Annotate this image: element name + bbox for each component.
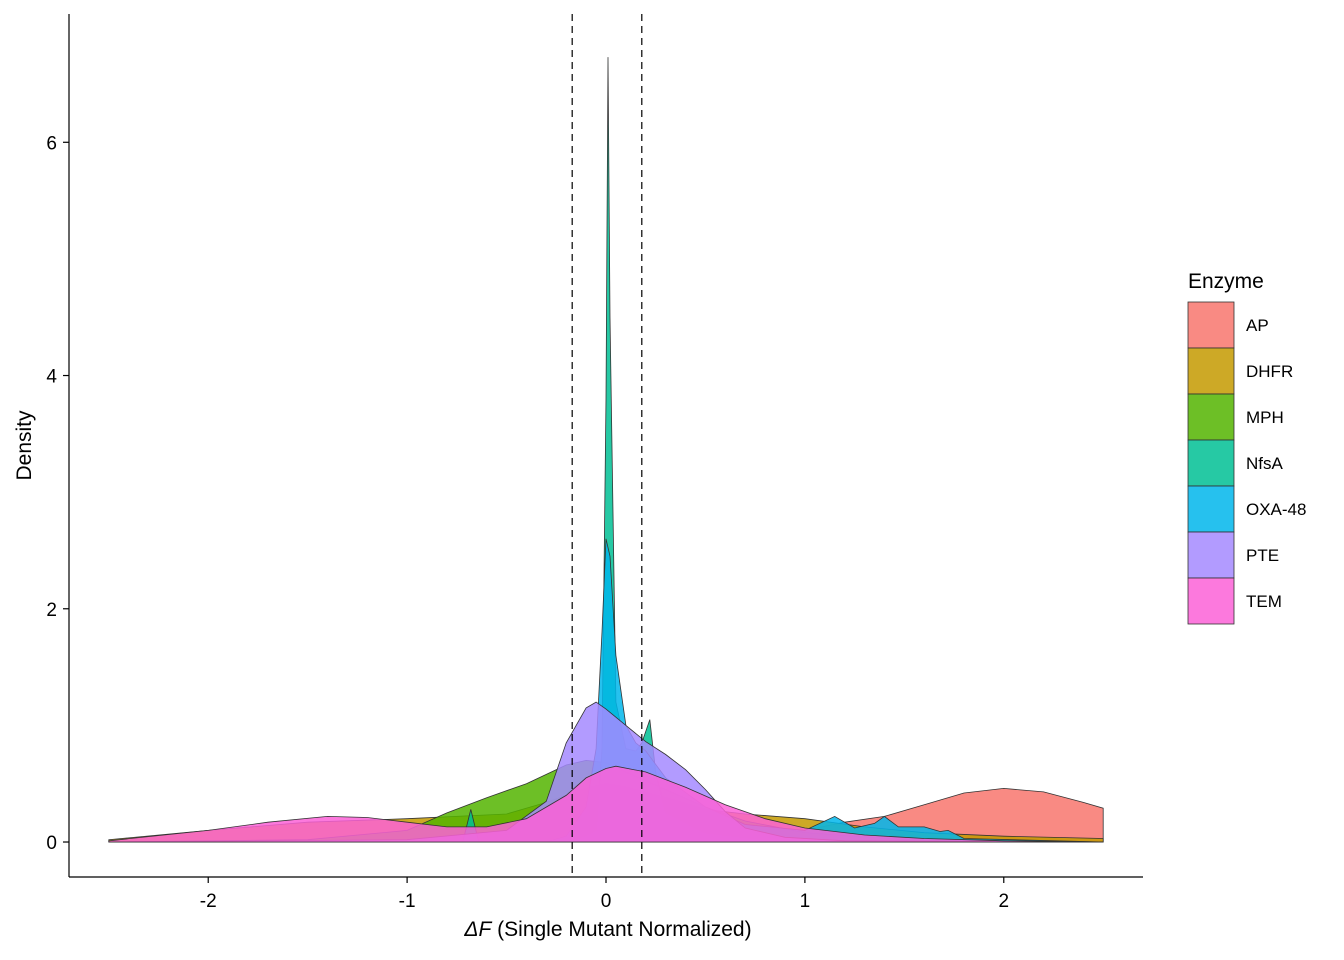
legend-label-pte: PTE (1246, 546, 1279, 565)
y-tick-label: 4 (46, 367, 57, 388)
legend-swatch-nfsa (1187, 439, 1235, 487)
legend-title: Enzyme (1188, 270, 1264, 293)
legend-items: AP DHFR MPH NfsA OXA-48 PTE TEM (1187, 301, 1306, 625)
legend-swatch-pte (1187, 531, 1235, 579)
legend-label-mph: MPH (1246, 408, 1284, 427)
density-areas (108, 57, 1104, 843)
legend-swatch-oxa-48 (1187, 485, 1235, 533)
legend-swatch-ap (1187, 301, 1235, 349)
legend-swatch-dhfr (1187, 347, 1235, 395)
y-tick-label: 6 (46, 133, 57, 154)
x-axis-title: ΔF (Single Mutant Normalized) (463, 918, 751, 941)
x-tick-label: 2 (998, 891, 1009, 912)
legend-label-oxa-48: OXA-48 (1246, 500, 1306, 519)
axes: -2 -1 0 1 2 0 2 4 6 (46, 14, 1143, 912)
legend-label-dhfr: DHFR (1246, 362, 1293, 381)
legend: Enzyme AP DHFR MPH NfsA OXA-48 PTE TEM (1187, 270, 1306, 625)
x-tick-label: -1 (399, 891, 416, 912)
y-tick-label: 0 (46, 833, 57, 854)
legend-label-ap: AP (1246, 316, 1269, 335)
x-tick-label: -2 (200, 891, 217, 912)
legend-swatch-mph (1187, 393, 1235, 441)
y-axis-title: Density (13, 410, 36, 481)
x-tick-label: 0 (601, 891, 612, 912)
x-ticks: -2 -1 0 1 2 (200, 877, 1009, 912)
density-area-tem (108, 765, 1104, 843)
y-ticks: 0 2 4 6 (46, 133, 69, 854)
y-tick-label: 2 (46, 600, 57, 621)
legend-label-nfsa: NfsA (1246, 454, 1284, 473)
legend-label-tem: TEM (1246, 592, 1282, 611)
legend-swatch-tem (1187, 577, 1235, 625)
x-tick-label: 1 (800, 891, 811, 912)
